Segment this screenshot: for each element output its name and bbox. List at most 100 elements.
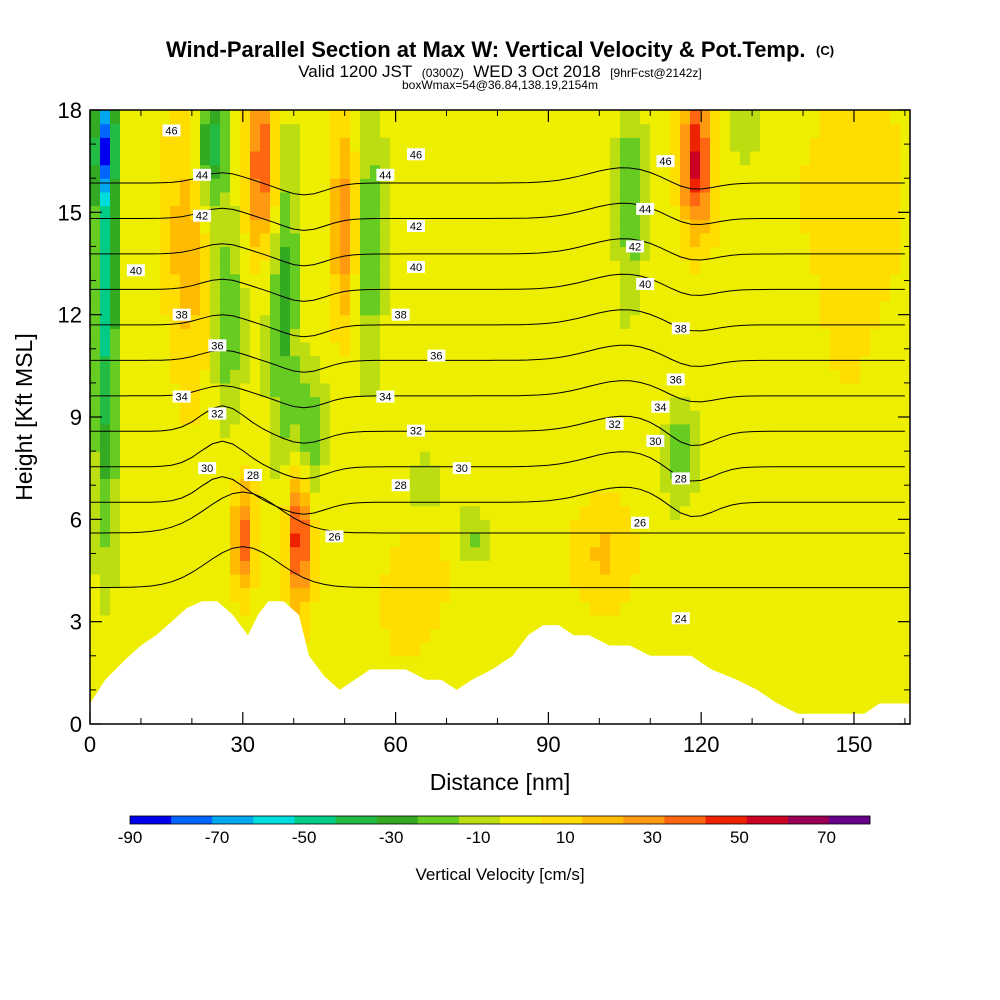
field-cell bbox=[780, 478, 791, 493]
field-cell bbox=[770, 301, 781, 316]
field-cell bbox=[670, 478, 681, 493]
field-cell bbox=[610, 246, 621, 261]
field-cell bbox=[110, 137, 121, 152]
field-cell bbox=[590, 382, 601, 398]
field-cell bbox=[690, 150, 701, 166]
field-cell bbox=[360, 205, 371, 220]
field-cell bbox=[190, 110, 201, 125]
field-cell bbox=[430, 519, 441, 534]
field-cell bbox=[240, 437, 251, 452]
field-cell bbox=[470, 219, 481, 234]
field-cell bbox=[630, 546, 641, 561]
field-cell bbox=[690, 191, 701, 207]
field-cell bbox=[220, 382, 231, 398]
field-cell bbox=[300, 396, 311, 411]
field-cell bbox=[830, 519, 841, 534]
field-cell bbox=[340, 410, 351, 425]
field-cell bbox=[610, 110, 621, 125]
field-cell bbox=[100, 328, 111, 343]
field-cell bbox=[840, 110, 851, 125]
field-cell bbox=[640, 246, 651, 261]
field-cell bbox=[660, 232, 671, 248]
field-cell bbox=[290, 369, 301, 384]
field-cell bbox=[830, 696, 841, 711]
field-cell bbox=[880, 355, 891, 370]
field-cell bbox=[540, 614, 551, 630]
field-cell bbox=[730, 437, 741, 452]
field-cell bbox=[690, 396, 701, 411]
field-cell bbox=[330, 546, 341, 561]
field-cell bbox=[740, 341, 751, 357]
field-cell bbox=[510, 110, 521, 125]
field-cell bbox=[900, 655, 910, 671]
field-cell bbox=[880, 341, 891, 357]
field-cell bbox=[250, 478, 261, 493]
field-cell bbox=[490, 519, 501, 534]
field-cell bbox=[860, 451, 871, 466]
field-cell bbox=[120, 560, 131, 575]
field-cell bbox=[340, 150, 351, 166]
field-cell bbox=[680, 137, 691, 152]
field-cell bbox=[780, 492, 791, 507]
field-cell bbox=[270, 287, 281, 302]
field-cell bbox=[470, 628, 481, 643]
field-cell bbox=[410, 178, 421, 193]
field-cell bbox=[420, 546, 431, 561]
field-cell bbox=[610, 492, 621, 507]
field-cell bbox=[350, 505, 361, 520]
field-cell bbox=[810, 355, 821, 370]
field-cell bbox=[250, 219, 261, 234]
field-cell bbox=[500, 601, 511, 616]
field-cell bbox=[180, 273, 191, 288]
contour-label: 38 bbox=[176, 310, 188, 322]
field-cell bbox=[810, 273, 821, 288]
field-cell bbox=[760, 301, 771, 316]
field-cell bbox=[390, 137, 401, 152]
field-cell bbox=[620, 205, 631, 220]
field-cell bbox=[330, 314, 341, 329]
field-cell bbox=[120, 369, 131, 384]
colorbar-tick-label: -70 bbox=[205, 828, 230, 847]
field-cell bbox=[590, 150, 601, 166]
field-cell bbox=[580, 601, 591, 616]
field-cell bbox=[650, 110, 661, 125]
field-cell bbox=[520, 287, 531, 302]
field-cell bbox=[710, 191, 721, 207]
field-cell bbox=[350, 628, 361, 643]
field-cell bbox=[370, 396, 381, 411]
field-cell bbox=[110, 355, 121, 370]
field-cell bbox=[840, 492, 851, 507]
field-cell bbox=[240, 396, 251, 411]
field-cell bbox=[800, 437, 811, 452]
field-cell bbox=[560, 505, 571, 520]
field-cell bbox=[610, 273, 621, 288]
field-cell bbox=[520, 205, 531, 220]
field-cell bbox=[900, 464, 910, 479]
field-cell bbox=[360, 301, 371, 316]
field-cell bbox=[780, 273, 791, 288]
field-cell bbox=[470, 137, 481, 152]
field-cell bbox=[180, 396, 191, 411]
field-cell bbox=[150, 519, 161, 534]
field-cell bbox=[360, 519, 371, 534]
field-cell bbox=[560, 587, 571, 602]
field-cell bbox=[540, 587, 551, 602]
field-cell bbox=[430, 355, 441, 370]
field-cell bbox=[280, 532, 291, 548]
field-cell bbox=[470, 505, 481, 520]
field-cell bbox=[860, 614, 871, 630]
field-cell bbox=[520, 219, 531, 234]
field-cell bbox=[210, 123, 221, 138]
field-cell bbox=[590, 232, 601, 248]
field-cell bbox=[250, 355, 261, 370]
field-cell bbox=[550, 341, 561, 357]
field-cell bbox=[450, 451, 461, 466]
field-cell bbox=[740, 246, 751, 261]
field-cell bbox=[840, 601, 851, 616]
field-cell bbox=[310, 532, 321, 548]
field-cell bbox=[770, 669, 781, 684]
field-cell bbox=[620, 478, 631, 493]
field-cell bbox=[350, 478, 361, 493]
field-cell bbox=[90, 396, 101, 411]
field-cell bbox=[140, 137, 151, 152]
